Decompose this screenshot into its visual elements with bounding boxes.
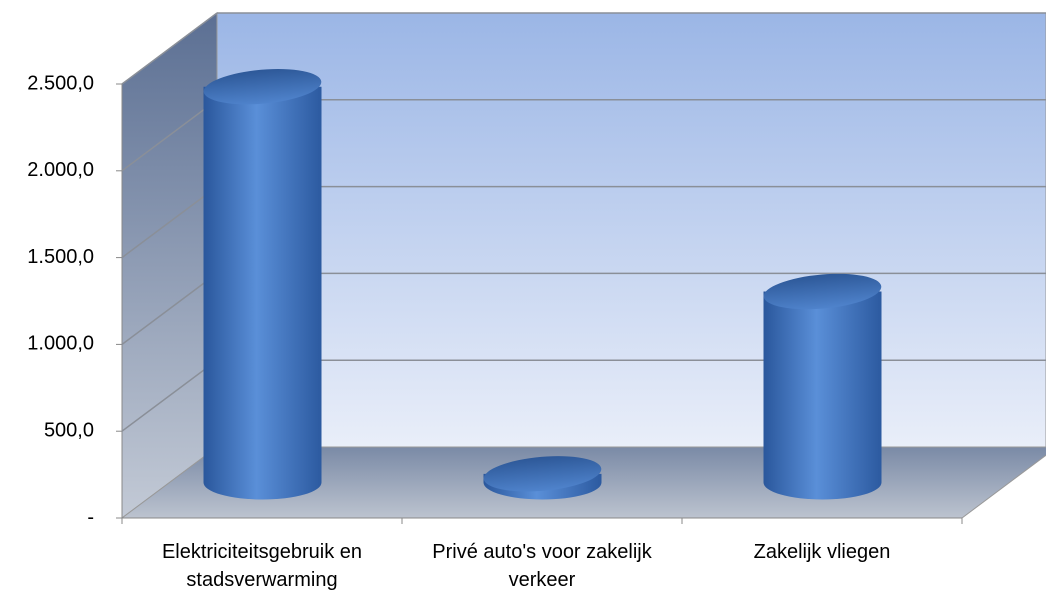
- y-tick-label: 2.000,0: [27, 159, 94, 181]
- y-tick-label: 500,0: [44, 419, 94, 441]
- y-tick-label: -: [87, 506, 94, 528]
- side-grid-line: [121, 99, 218, 172]
- side-grid-line: [121, 12, 218, 85]
- side-grid-line: [121, 272, 218, 346]
- y-tick-label: 1.500,0: [27, 246, 94, 268]
- x-tick-label: Elektriciteitsgebruik en stadsverwarming: [161, 541, 363, 591]
- bar: [203, 86, 322, 500]
- bar: [763, 291, 882, 500]
- bar-top: [203, 68, 322, 105]
- side-wall: [121, 12, 218, 519]
- bar-top: [763, 273, 882, 310]
- side-grid-line: [121, 359, 218, 432]
- x-tick-label: Zakelijk vliegen: [753, 541, 891, 563]
- back-wall: [216, 12, 1046, 448]
- side-grid-line: [121, 185, 218, 259]
- y-tick-label: 2.500,0: [27, 72, 94, 94]
- y-tick-label: 1.000,0: [27, 333, 94, 355]
- x-tick-label: Privé auto's voor zakelijk verkeer: [432, 541, 652, 591]
- bar-top: [483, 456, 602, 492]
